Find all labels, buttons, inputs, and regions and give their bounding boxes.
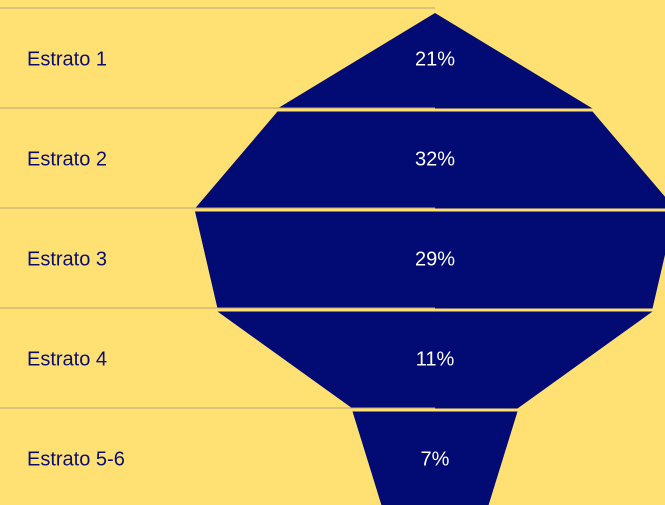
category-label: Estrato 3	[27, 248, 107, 270]
funnel-band	[217, 311, 653, 409]
category-label: Estrato 2	[27, 148, 107, 170]
value-label: 11%	[416, 348, 455, 370]
value-label: 32%	[415, 148, 455, 170]
funnel-band	[352, 411, 518, 505]
category-label: Estrato 5-6	[27, 448, 125, 470]
value-label: 21%	[415, 48, 455, 70]
funnel-band	[277, 13, 593, 109]
value-label: 29%	[415, 248, 455, 270]
funnel-band	[195, 211, 665, 309]
category-label: Estrato 4	[27, 348, 107, 370]
funnel-band	[195, 111, 665, 209]
category-label: Estrato 1	[27, 48, 107, 70]
value-label: 7%	[421, 448, 450, 470]
